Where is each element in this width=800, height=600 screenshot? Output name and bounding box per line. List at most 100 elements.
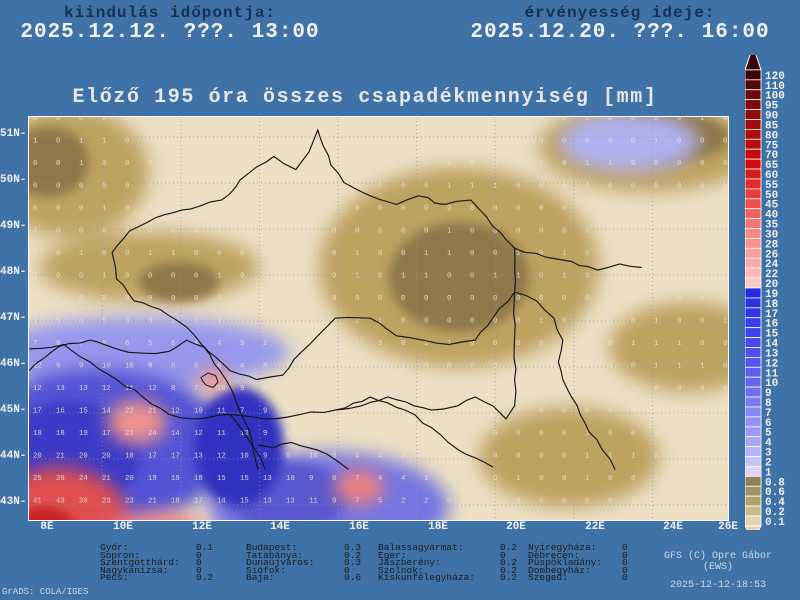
- svg-text:6: 6: [309, 430, 313, 438]
- svg-text:20: 20: [79, 453, 88, 461]
- svg-text:0: 0: [424, 228, 428, 236]
- svg-text:15: 15: [240, 475, 249, 483]
- svg-text:0: 0: [240, 183, 244, 191]
- svg-text:0: 0: [378, 160, 382, 168]
- svg-text:0: 0: [148, 205, 152, 213]
- svg-text:0: 0: [608, 205, 612, 213]
- svg-text:0: 0: [332, 183, 336, 191]
- svg-text:0: 0: [654, 183, 658, 191]
- svg-text:0: 0: [700, 340, 704, 348]
- svg-text:0: 0: [677, 250, 681, 258]
- svg-text:0: 0: [631, 295, 635, 303]
- svg-text:0: 0: [562, 408, 566, 416]
- svg-text:0.1: 0.1: [765, 517, 785, 529]
- svg-text:3: 3: [378, 340, 382, 348]
- svg-text:0: 0: [401, 138, 405, 146]
- svg-text:0: 0: [631, 160, 635, 168]
- svg-text:0: 0: [470, 138, 474, 146]
- svg-text:13: 13: [56, 385, 65, 393]
- svg-text:0: 0: [33, 160, 37, 168]
- svg-text:0: 0: [309, 160, 313, 168]
- svg-text:21: 21: [102, 475, 111, 483]
- svg-text:6: 6: [332, 385, 336, 393]
- svg-text:22: 22: [125, 430, 134, 438]
- svg-text:0: 0: [585, 408, 589, 416]
- svg-text:0: 0: [608, 408, 612, 416]
- svg-text:0: 0: [447, 117, 451, 123]
- svg-text:0: 0: [56, 183, 60, 191]
- svg-text:0: 0: [332, 273, 336, 281]
- svg-text:0: 0: [309, 295, 313, 303]
- svg-text:0: 0: [608, 138, 612, 146]
- svg-text:0: 0: [424, 160, 428, 168]
- svg-text:13: 13: [286, 498, 295, 506]
- svg-text:0: 0: [516, 340, 520, 348]
- svg-text:1: 1: [424, 250, 429, 258]
- svg-text:0: 0: [447, 498, 451, 506]
- svg-text:8: 8: [286, 408, 290, 416]
- svg-text:24: 24: [79, 475, 88, 483]
- svg-text:0: 0: [516, 183, 520, 191]
- svg-text:38: 38: [79, 498, 88, 506]
- svg-text:1: 1: [654, 363, 659, 371]
- svg-text:0: 0: [125, 205, 129, 213]
- svg-text:0: 0: [723, 117, 727, 123]
- svg-text:0: 0: [148, 273, 152, 281]
- svg-text:0: 0: [608, 318, 612, 326]
- svg-text:0: 0: [585, 250, 589, 258]
- svg-text:0: 0: [148, 138, 152, 146]
- svg-text:7: 7: [194, 385, 198, 393]
- svg-text:0: 0: [56, 273, 60, 281]
- svg-text:0: 0: [562, 498, 566, 506]
- svg-text:0: 0: [240, 295, 244, 303]
- svg-text:1: 1: [654, 318, 659, 326]
- svg-text:0: 0: [654, 475, 658, 483]
- svg-text:18: 18: [56, 430, 65, 438]
- svg-text:1: 1: [424, 273, 429, 281]
- svg-text:0: 0: [585, 273, 589, 281]
- svg-text:0: 0: [171, 160, 175, 168]
- svg-text:0: 0: [608, 183, 612, 191]
- svg-text:10: 10: [194, 408, 203, 416]
- svg-text:1: 1: [424, 475, 429, 483]
- svg-text:0: 0: [286, 250, 290, 258]
- svg-text:0: 0: [654, 408, 658, 416]
- svg-text:0: 0: [608, 228, 612, 236]
- svg-text:0: 0: [332, 250, 336, 258]
- svg-text:0: 0: [217, 205, 221, 213]
- svg-text:1: 1: [700, 117, 705, 123]
- svg-text:0: 0: [562, 117, 566, 123]
- svg-text:6: 6: [355, 408, 359, 416]
- svg-text:1: 1: [654, 138, 659, 146]
- svg-text:0: 0: [79, 117, 83, 123]
- svg-text:0: 0: [194, 160, 198, 168]
- svg-text:0: 0: [263, 273, 267, 281]
- svg-text:11: 11: [309, 498, 318, 506]
- svg-text:0: 0: [470, 295, 474, 303]
- svg-text:0: 0: [608, 430, 612, 438]
- svg-text:0: 0: [700, 183, 704, 191]
- svg-text:0: 0: [539, 138, 543, 146]
- svg-text:0: 0: [723, 273, 727, 281]
- svg-text:0: 0: [332, 205, 336, 213]
- svg-text:0: 0: [470, 160, 474, 168]
- svg-text:12: 12: [148, 385, 157, 393]
- svg-text:0: 0: [447, 385, 451, 393]
- svg-text:0: 0: [447, 205, 451, 213]
- svg-text:0: 0: [33, 205, 37, 213]
- svg-text:0: 0: [56, 138, 60, 146]
- svg-text:0: 0: [148, 160, 152, 168]
- svg-text:0: 0: [677, 430, 681, 438]
- svg-text:0: 0: [723, 250, 727, 258]
- svg-text:0: 0: [263, 205, 267, 213]
- svg-text:0: 0: [677, 385, 681, 393]
- svg-text:1: 1: [447, 183, 452, 191]
- svg-text:41: 41: [33, 498, 42, 506]
- svg-text:13: 13: [79, 385, 88, 393]
- svg-text:1: 1: [470, 183, 475, 191]
- svg-text:0: 0: [378, 295, 382, 303]
- svg-text:0: 0: [56, 160, 60, 168]
- svg-text:0: 0: [240, 228, 244, 236]
- svg-text:1: 1: [677, 340, 682, 348]
- svg-text:20: 20: [125, 475, 134, 483]
